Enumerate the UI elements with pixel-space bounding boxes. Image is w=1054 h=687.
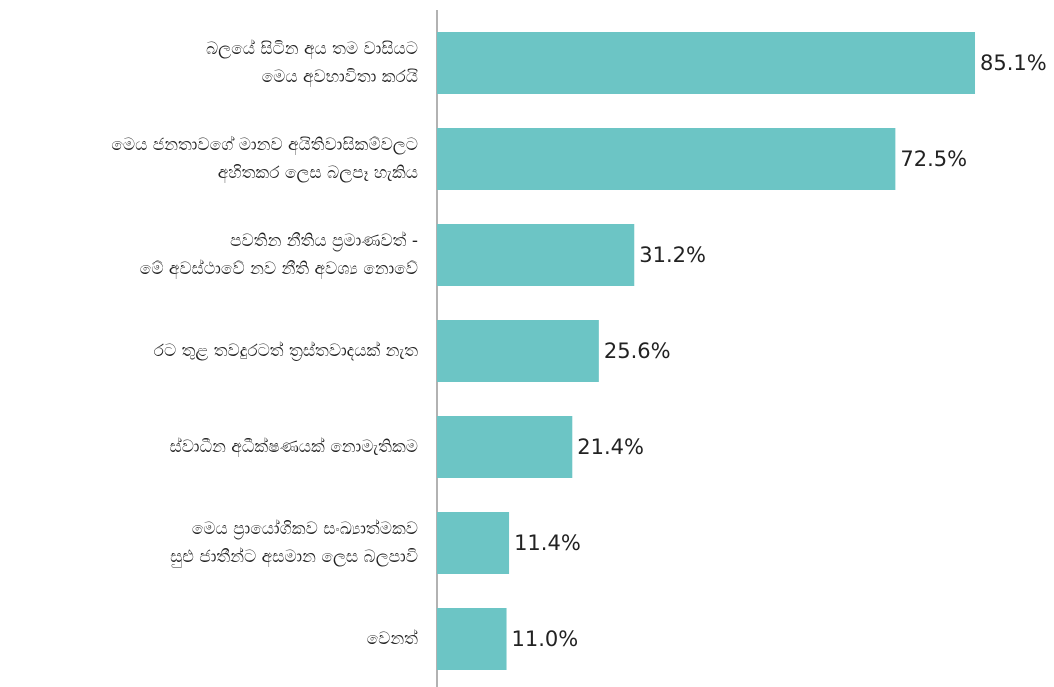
category-label: මෙය ජනතාවගේ මානව අයිතිවාසිකම්වලට අහිතකර … — [111, 135, 418, 183]
category-label: පවතින නීතිය ප්‍රමාණවත් - මේ අවස්ථාවේ නව … — [139, 231, 418, 279]
bar — [437, 416, 573, 478]
category-label: වෙනත් — [366, 629, 418, 649]
value-label: 85.1% — [980, 51, 1047, 75]
value-label: 11.4% — [514, 531, 581, 555]
category-label: ස්වාධීන අධීක්ෂණයක් නොමැතිකම — [169, 437, 418, 457]
bar — [437, 224, 635, 286]
value-label: 21.4% — [577, 435, 644, 459]
value-label: 31.2% — [639, 243, 706, 267]
bar — [437, 608, 507, 670]
bar — [437, 128, 896, 190]
bar — [437, 320, 599, 382]
bar — [437, 512, 510, 574]
value-label: 25.6% — [603, 339, 671, 363]
bar — [437, 32, 976, 94]
category-label: රට තුළ තවදුරටත් ත්‍රස්තවාදයක් නැත — [153, 341, 418, 361]
value-label: 11.0% — [511, 627, 579, 651]
value-label: 72.5% — [900, 147, 968, 171]
category-label: බලයේ සිටින අය තම වාසියට මෙය අවභාවිතා කරය… — [206, 39, 418, 87]
category-label: මෙය ප්‍රායෝගිකව සංඛ්‍යාත්මකව සුළු ජාතීන්… — [170, 519, 418, 567]
